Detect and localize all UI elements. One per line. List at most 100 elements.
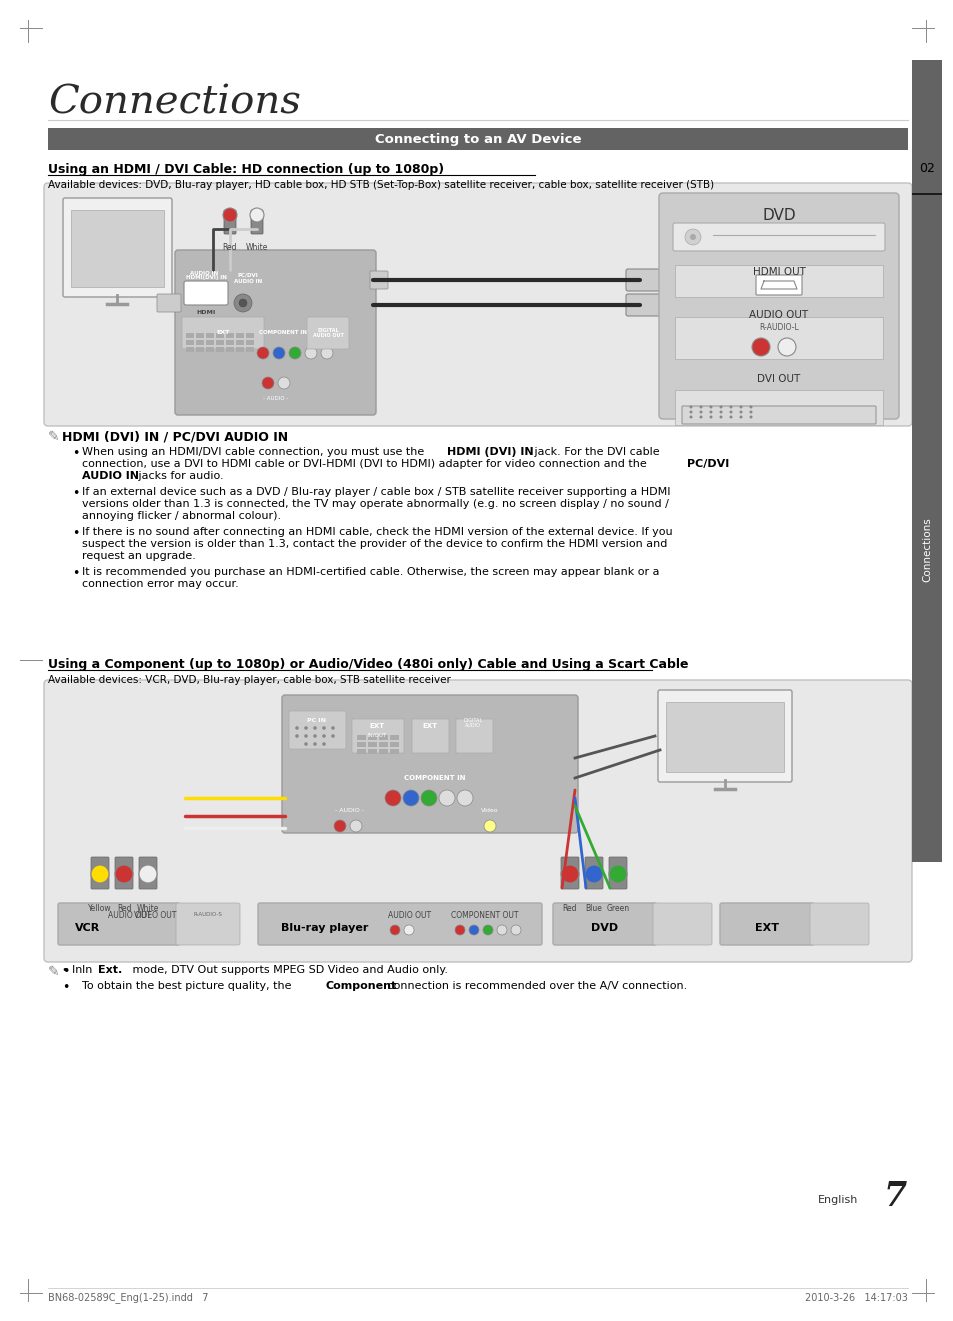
Circle shape bbox=[729, 406, 732, 408]
Bar bbox=[206, 339, 213, 345]
Text: suspect the version is older than 1.3, contact the provider of the device to con: suspect the version is older than 1.3, c… bbox=[82, 539, 667, 550]
Text: Available devices: DVD, Blu-ray player, HD cable box, HD STB (Set-Top-Box) satel: Available devices: DVD, Blu-ray player, … bbox=[48, 180, 714, 190]
Text: HDMI: HDMI bbox=[196, 310, 215, 316]
Text: EXT: EXT bbox=[754, 923, 779, 933]
Circle shape bbox=[709, 411, 712, 413]
Text: VIDEO OUT: VIDEO OUT bbox=[133, 910, 176, 919]
Circle shape bbox=[256, 347, 269, 359]
Text: •: • bbox=[71, 567, 79, 580]
Text: DIGITAL
AUDIO: DIGITAL AUDIO bbox=[463, 717, 482, 728]
Circle shape bbox=[739, 416, 741, 419]
Text: English: English bbox=[817, 1196, 857, 1205]
Text: 7: 7 bbox=[882, 1181, 905, 1214]
FancyBboxPatch shape bbox=[809, 904, 868, 945]
FancyBboxPatch shape bbox=[115, 857, 132, 889]
Circle shape bbox=[350, 820, 361, 832]
Circle shape bbox=[322, 727, 326, 729]
Text: COMPONENT IN: COMPONENT IN bbox=[404, 775, 465, 781]
FancyBboxPatch shape bbox=[625, 295, 659, 316]
Bar bbox=[206, 333, 213, 338]
Bar bbox=[246, 339, 253, 345]
Text: •: • bbox=[71, 446, 79, 460]
Text: COMPONENT OUT: COMPONENT OUT bbox=[451, 910, 518, 919]
FancyBboxPatch shape bbox=[681, 406, 875, 424]
Circle shape bbox=[719, 411, 721, 413]
Circle shape bbox=[438, 790, 455, 806]
Bar bbox=[186, 347, 193, 351]
Bar bbox=[48, 128, 907, 151]
Circle shape bbox=[305, 347, 316, 359]
Text: Blue: Blue bbox=[585, 904, 601, 913]
Text: HDMI (DVI) IN / PC/DVI AUDIO IN: HDMI (DVI) IN / PC/DVI AUDIO IN bbox=[62, 431, 288, 443]
Text: White: White bbox=[246, 243, 268, 252]
Text: Ext.: Ext. bbox=[98, 966, 122, 975]
FancyBboxPatch shape bbox=[352, 719, 403, 753]
Text: connection, use a DVI to HDMI cable or DVI-HDMI (DVI to HDMI) adapter for video : connection, use a DVI to HDMI cable or D… bbox=[82, 458, 650, 469]
Text: Using a Component (up to 1080p) or Audio/Video (480i only) Cable and Using a Sca: Using a Component (up to 1080p) or Audio… bbox=[48, 658, 688, 671]
Circle shape bbox=[304, 727, 308, 729]
FancyBboxPatch shape bbox=[370, 271, 388, 289]
Text: R-AUDIO-L: R-AUDIO-L bbox=[759, 322, 798, 332]
Text: If an external device such as a DVD / Blu-ray player / cable box / STB satellite: If an external device such as a DVD / Bl… bbox=[82, 487, 670, 497]
Text: EXT: EXT bbox=[422, 723, 437, 729]
FancyBboxPatch shape bbox=[289, 711, 346, 749]
Circle shape bbox=[294, 734, 298, 738]
Circle shape bbox=[289, 347, 301, 359]
Text: PC IN: PC IN bbox=[307, 717, 326, 723]
Bar bbox=[235, 333, 244, 338]
Text: Blu-ray player: Blu-ray player bbox=[281, 923, 368, 933]
Bar bbox=[675, 317, 882, 359]
FancyBboxPatch shape bbox=[251, 210, 263, 234]
Circle shape bbox=[331, 727, 335, 729]
Text: Connections: Connections bbox=[921, 518, 931, 583]
Bar bbox=[226, 333, 233, 338]
FancyBboxPatch shape bbox=[91, 857, 109, 889]
Bar bbox=[235, 339, 244, 345]
Circle shape bbox=[749, 411, 752, 413]
Bar bbox=[368, 734, 376, 740]
Text: Using an HDMI / DVI Cable: HD connection (up to 1080p): Using an HDMI / DVI Cable: HD connection… bbox=[48, 162, 444, 176]
Text: To obtain the best picture quality, the: To obtain the best picture quality, the bbox=[82, 982, 294, 991]
Bar bbox=[390, 742, 398, 746]
Circle shape bbox=[511, 925, 520, 935]
Circle shape bbox=[699, 416, 701, 419]
FancyBboxPatch shape bbox=[672, 223, 884, 251]
FancyBboxPatch shape bbox=[182, 317, 264, 349]
Text: Red: Red bbox=[562, 904, 577, 913]
Bar bbox=[195, 347, 204, 351]
Bar bbox=[378, 749, 388, 754]
FancyBboxPatch shape bbox=[307, 317, 349, 349]
FancyBboxPatch shape bbox=[282, 695, 578, 834]
Circle shape bbox=[115, 865, 132, 882]
Circle shape bbox=[729, 416, 732, 419]
Circle shape bbox=[689, 234, 696, 240]
Text: annoying flicker / abnormal colour).: annoying flicker / abnormal colour). bbox=[82, 511, 281, 520]
FancyBboxPatch shape bbox=[44, 680, 911, 962]
FancyBboxPatch shape bbox=[174, 250, 375, 415]
Bar bbox=[215, 339, 224, 345]
Circle shape bbox=[320, 347, 333, 359]
FancyBboxPatch shape bbox=[257, 904, 541, 945]
Text: AUDIO OUT: AUDIO OUT bbox=[749, 310, 808, 320]
Circle shape bbox=[304, 742, 308, 746]
Circle shape bbox=[233, 295, 252, 312]
Bar bbox=[195, 333, 204, 338]
Bar bbox=[186, 333, 193, 338]
FancyBboxPatch shape bbox=[139, 857, 157, 889]
Circle shape bbox=[455, 925, 464, 935]
Text: Connections: Connections bbox=[48, 85, 300, 122]
Text: HDMI (DVI) IN: HDMI (DVI) IN bbox=[447, 446, 533, 457]
Text: •: • bbox=[71, 487, 79, 501]
Text: - AUDIO -: - AUDIO - bbox=[335, 807, 364, 812]
Bar bbox=[368, 749, 376, 754]
Text: R-AUDIO-S: R-AUDIO-S bbox=[193, 913, 222, 918]
Text: AUDIO IN: AUDIO IN bbox=[82, 472, 139, 481]
Text: If there is no sound after connecting an HDMI cable, check the HDMI version of t: If there is no sound after connecting an… bbox=[82, 527, 672, 538]
Bar bbox=[356, 749, 366, 754]
FancyBboxPatch shape bbox=[608, 857, 626, 889]
FancyBboxPatch shape bbox=[412, 719, 449, 753]
Circle shape bbox=[699, 411, 701, 413]
Circle shape bbox=[749, 406, 752, 408]
Text: - AUDIO -: - AUDIO - bbox=[263, 395, 289, 400]
Circle shape bbox=[751, 338, 769, 355]
